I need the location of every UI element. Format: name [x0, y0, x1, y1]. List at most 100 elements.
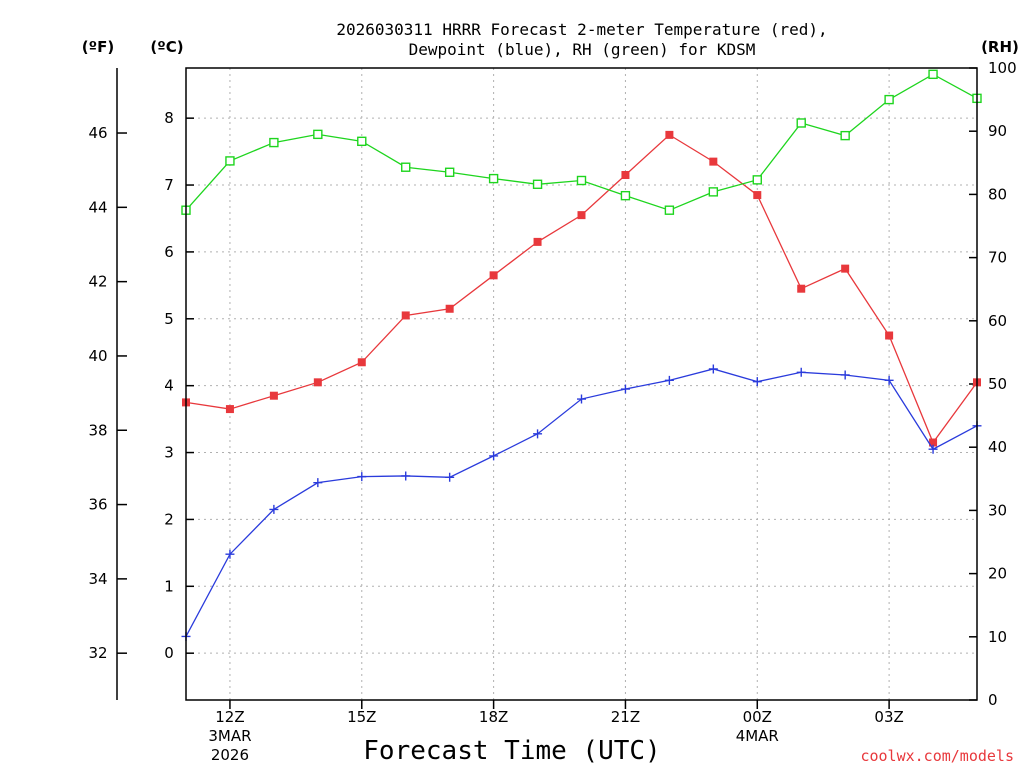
dewpoint-point [577, 394, 586, 404]
dewpoint-point [840, 370, 850, 380]
temperature-point [313, 378, 322, 387]
temperature-point [753, 191, 762, 200]
x-tick-label: 00Z [743, 708, 772, 726]
fahrenheit-tick-label: 40 [88, 347, 107, 365]
series-layer [181, 69, 982, 641]
temperature-point [709, 157, 718, 166]
fahrenheit-tick-label: 44 [88, 198, 107, 216]
rh-tick-label: 20 [988, 565, 1007, 583]
rh-point [532, 179, 543, 189]
temperature-point [841, 264, 850, 273]
rh-point [401, 162, 411, 172]
temperature-point [445, 304, 454, 313]
dewpoint-point [884, 375, 894, 385]
chart-title-line-2: Dewpoint (blue), RH (green) for KDSM [409, 40, 756, 59]
rh-point [620, 190, 631, 201]
temperature-point [225, 405, 234, 414]
rh-series-line [185, 73, 978, 211]
dewpoint-point [533, 429, 543, 439]
dewpoint-point [708, 364, 718, 374]
dewpoint-point [620, 384, 630, 394]
rh-point [664, 205, 675, 215]
x-tick-label: 21Z [611, 708, 640, 726]
celsius-tick-label: 0 [164, 644, 174, 662]
celsius-tick-label: 7 [164, 176, 174, 194]
dewpoint-point [313, 478, 323, 488]
temperature-point [489, 271, 498, 280]
celsius-tick-label: 3 [164, 444, 174, 462]
dewpoint-point [357, 472, 367, 482]
fahrenheit-axis-ticks: 32 34 36 38 40 42 44 46 [88, 124, 127, 662]
plot-area-border [185, 67, 978, 701]
rh-point [357, 136, 367, 147]
dewpoint-point [752, 377, 762, 387]
rh-axis-ticks: 0 10 20 30 40 50 60 70 80 90 100 [969, 59, 1017, 709]
fahrenheit-tick-label: 38 [88, 421, 107, 439]
dewpoint-point [401, 471, 411, 481]
rh-tick-label: 0 [988, 691, 998, 709]
temperature-point [577, 211, 586, 220]
rh-tick-label: 10 [988, 628, 1007, 646]
rh-tick-label: 40 [988, 438, 1007, 456]
dewpoint-point [225, 549, 235, 559]
celsius-unit-label: (ºC) [150, 38, 183, 56]
celsius-tick-label: 6 [164, 243, 174, 261]
rh-point [313, 129, 323, 140]
credit-text: coolwx.com/models [860, 747, 1014, 765]
temperature-point [929, 438, 938, 447]
x-axis-ticks: 12Z 15Z 18Z 21Z 00Z 03Z [215, 700, 904, 726]
rh-point [708, 187, 719, 197]
rh-tick-label: 70 [988, 249, 1007, 267]
dewpoint-point [664, 375, 674, 385]
temperature-point [357, 358, 366, 367]
temperature-point [533, 237, 542, 246]
fahrenheit-tick-label: 42 [88, 273, 107, 291]
rh-tick-label: 60 [988, 312, 1007, 330]
dewpoint-point [796, 367, 806, 377]
chart-title-line-1: 2026030311 HRRR Forecast 2-meter Tempera… [336, 20, 827, 39]
rh-point [884, 94, 894, 105]
celsius-tick-label: 8 [164, 109, 174, 127]
rh-tick-label: 80 [988, 185, 1007, 203]
temperature-point [401, 311, 410, 320]
fahrenheit-tick-label: 46 [88, 124, 107, 142]
celsius-tick-label: 2 [164, 510, 174, 528]
rh-tick-label: 50 [988, 375, 1007, 393]
rh-tick-label: 30 [988, 501, 1007, 519]
rh-point [928, 69, 938, 80]
celsius-tick-label: 5 [164, 310, 174, 328]
rh-point [488, 173, 499, 184]
x-tick-label: 18Z [479, 708, 508, 726]
rh-point [752, 175, 762, 185]
rh-unit-label: (RH) [981, 38, 1019, 56]
fahrenheit-tick-label: 32 [88, 644, 107, 662]
temperature-point [797, 284, 806, 293]
temperature-point [621, 171, 630, 180]
x-tick-label: 15Z [347, 708, 376, 726]
x-tick-label: 12Z [215, 708, 244, 726]
rh-tick-label: 90 [988, 122, 1007, 140]
x-tick-label: 03Z [874, 708, 903, 726]
celsius-tick-label: 4 [164, 377, 174, 395]
fahrenheit-tick-label: 36 [88, 496, 107, 514]
rh-tick-label: 100 [988, 59, 1017, 77]
dewpoint-point [269, 504, 279, 514]
x-axis-label: Forecast Time (UTC) [363, 736, 660, 766]
temperature-point [269, 391, 278, 400]
rh-point [796, 118, 806, 128]
rh-point [576, 175, 587, 186]
dewpoint-point [445, 472, 455, 482]
dewpoint-point [928, 444, 938, 454]
temperature-point [665, 130, 674, 139]
temperature-point [885, 331, 894, 340]
fahrenheit-unit-label: (ºF) [82, 38, 114, 56]
rh-point [225, 156, 235, 166]
date-label-year: 2026 [211, 746, 249, 764]
rh-point [444, 167, 455, 177]
dewpoint-point [489, 451, 499, 461]
fahrenheit-tick-label: 34 [88, 570, 107, 588]
rh-point [840, 130, 850, 141]
grid-lines [186, 68, 977, 700]
rh-point [269, 137, 279, 148]
